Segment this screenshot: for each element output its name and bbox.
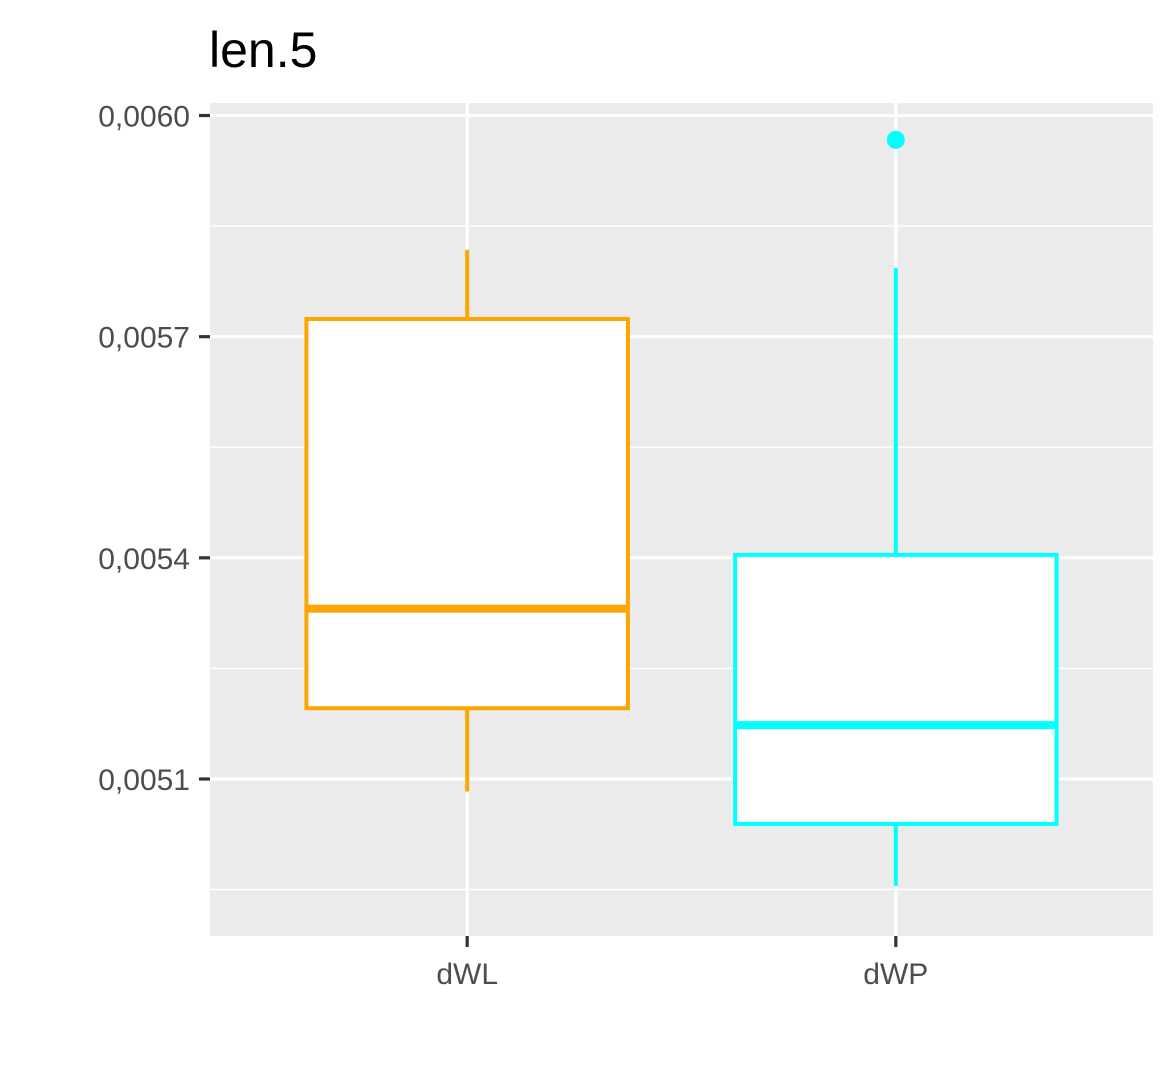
outlier-point [886, 130, 905, 149]
chart-title: len.5 [209, 22, 317, 78]
x-tick-label: dWP [863, 958, 928, 991]
box-dWL [304, 249, 630, 792]
y-axis: 0,0051 0,0054 0,0057 0,0060 [98, 101, 210, 797]
x-axis: dWL dWP [436, 936, 928, 991]
boxes [304, 130, 1059, 886]
y-tick-label: 0,0054 [98, 543, 190, 576]
box-iqr [733, 552, 1059, 826]
y-tick-label: 0,0051 [98, 764, 190, 797]
x-tick-label: dWL [436, 958, 498, 991]
box-dWP [733, 130, 1059, 886]
y-tick-label: 0,0057 [98, 322, 190, 355]
box-iqr [304, 316, 630, 711]
y-tick-label: 0,0060 [98, 101, 190, 134]
